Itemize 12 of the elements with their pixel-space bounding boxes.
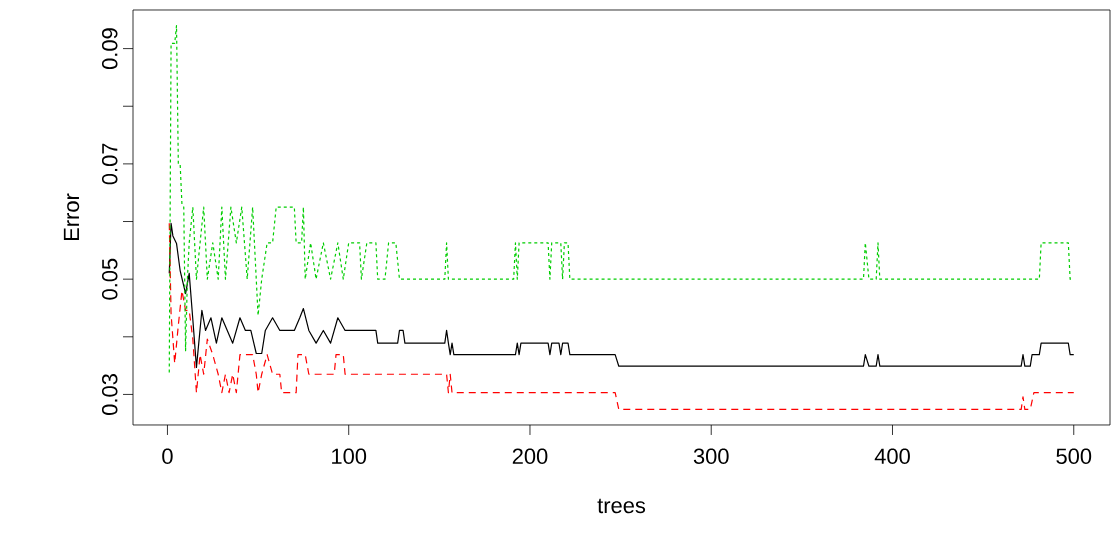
- x-axis-title: trees: [597, 498, 646, 514]
- x-tick-label: 500: [1056, 448, 1092, 465]
- x-tick-label: 400: [874, 448, 910, 465]
- y-tick-label: 0.09: [101, 28, 118, 70]
- x-tick-label: 0: [162, 448, 173, 465]
- x-tick-label: 300: [693, 448, 729, 465]
- y-tick-label: 0.05: [101, 258, 118, 300]
- y-tick-label: 0.07: [101, 143, 118, 185]
- x-tick-label: 200: [512, 448, 548, 465]
- y-axis-title: Error: [63, 193, 80, 241]
- x-tick-label: 100: [332, 448, 367, 465]
- y-tick-label: 0.03: [101, 374, 118, 415]
